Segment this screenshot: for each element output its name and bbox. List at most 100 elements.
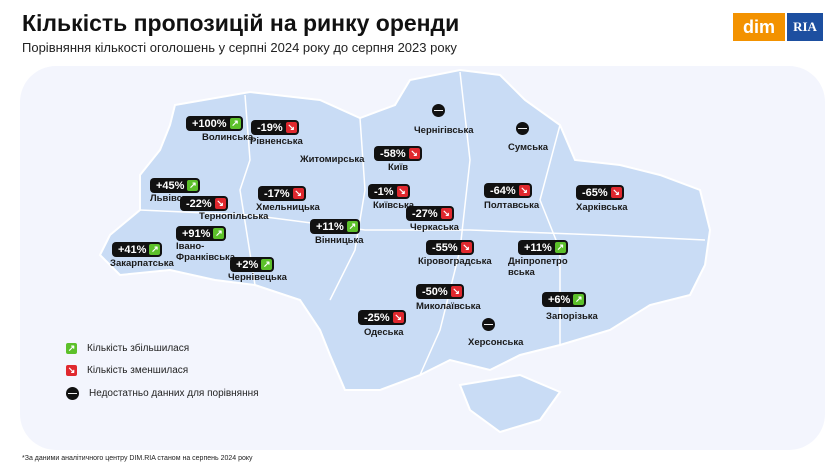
region-badge: -27% ↘ [406,206,454,221]
region-name: Закарпатська [110,258,174,269]
region-name: Запорізька [546,311,598,322]
trend-icon: ↗ [187,180,199,191]
trend-icon: ↗ [66,343,77,354]
trend-icon: ↘ [214,198,226,209]
change-label: -58% [380,147,406,160]
trend-icon: ↘ [66,365,77,376]
subtitle: Порівняння кількості оголошень у серпні … [22,40,457,55]
region-name: Дніпропетровська [508,256,568,278]
trend-icon: ↘ [285,122,297,133]
logo-ria: RIA [787,13,823,41]
trend-icon: — [66,387,79,400]
change-label: +11% [316,220,344,233]
title: Кількість пропозицій на ринку оренди [22,10,460,36]
change-label: +41% [118,243,147,256]
region-badge: +2% ↗ [230,257,275,272]
change-label: +100% [192,117,227,130]
region-name: Київ [388,162,409,173]
legend-text: Недостатньо данних для порівняння [89,388,259,399]
change-label: +91% [182,227,211,240]
crimea [458,373,562,434]
region-name: Кіровоградська [418,256,492,267]
region-badge: +41% ↗ [112,242,163,257]
trend-icon: ↗ [346,221,358,232]
region-badge: -25% ↘ [358,310,406,325]
logo-dim: dim [733,13,785,41]
change-label: -1% [374,185,394,198]
trend-icon: ↘ [408,148,420,159]
region-badge: +6% ↗ [542,292,587,307]
region-name: Полтавська [484,200,540,211]
region-name: Харківська [576,202,628,213]
legend-text: Кількість зменшилася [87,365,189,376]
region-name: Львівська [150,193,198,204]
change-label: -17% [264,187,290,200]
region-name: Черкаська [410,222,459,233]
region-badge: +100% ↗ [186,116,243,131]
trend-icon: ↘ [396,186,408,197]
trend-icon: ↗ [573,294,585,305]
region-badge: -22% ↘ [180,196,228,211]
region-name: Івано-Франківська [176,241,236,263]
trend-icon: ↘ [610,187,622,198]
trend-icon: ↗ [554,242,566,253]
region-name: Вінницька [315,235,364,246]
region-badge: -19% ↘ [251,120,299,135]
region-name: Миколаївська [416,301,481,312]
region-name: Хмельницька [256,202,320,213]
region-badge: +11% ↗ [310,219,360,234]
region-name: Київська [373,200,415,211]
change-label: +6% [548,293,571,306]
change-label: -27% [412,207,438,220]
trend-icon: ↗ [213,228,225,239]
region-badge: +45% ↗ [150,178,201,193]
change-label: -65% [582,186,608,199]
trend-icon: — [432,104,445,117]
change-label: +2% [236,258,259,271]
trend-icon: — [516,122,529,135]
legend-item: — Недостатньо данних для порівняння [66,387,259,400]
footnote: *За даними аналітичного центру DIM.RIA с… [22,455,253,462]
region-name: Житомирська [300,154,365,165]
change-label: +11% [524,241,552,254]
region-badge: -58% ↘ [374,146,422,161]
region-badge: -50% ↘ [416,284,464,299]
trend-icon: ↘ [518,185,530,196]
region-badge: -1% ↘ [368,184,410,199]
region-badge: -65% ↘ [576,185,624,200]
legend-item: ↘ Кількість зменшилася [66,365,188,376]
trend-icon: ↗ [229,118,241,129]
region-name: Сумська [508,142,549,153]
region-name: Волинська [202,132,254,143]
trend-icon: ↗ [261,259,273,270]
region-badge: +11% ↗ [518,240,568,255]
region-badge: -64% ↘ [484,183,532,198]
region-badge: -55% ↘ [426,240,474,255]
legend-item: ↗ Кількість збільшилася [66,343,189,354]
region-name: Херсонська [468,337,524,348]
region-name: Чернігівська [414,125,474,136]
change-label: -50% [422,285,448,298]
change-label: -19% [257,121,283,134]
change-label: -25% [364,311,390,324]
region-name: Одеська [364,327,404,338]
change-label: -64% [490,184,516,197]
trend-icon: ↘ [440,208,452,219]
region-badge: -17% ↘ [258,186,306,201]
legend-text: Кількість збільшилася [87,343,190,354]
change-label: +45% [156,179,185,192]
trend-icon: ↘ [392,312,404,323]
trend-icon: ↗ [149,244,161,255]
change-label: -22% [186,197,212,210]
trend-icon: ↘ [450,286,462,297]
region-name: Чернівецька [228,272,287,283]
trend-icon: ↘ [460,242,472,253]
region-name: Тернопільська [199,211,269,222]
trend-icon: — [482,318,495,331]
change-label: -55% [432,241,458,254]
trend-icon: ↘ [292,188,304,199]
region-name: Рівненська [250,136,303,147]
region-badge: +91% ↗ [176,226,227,241]
